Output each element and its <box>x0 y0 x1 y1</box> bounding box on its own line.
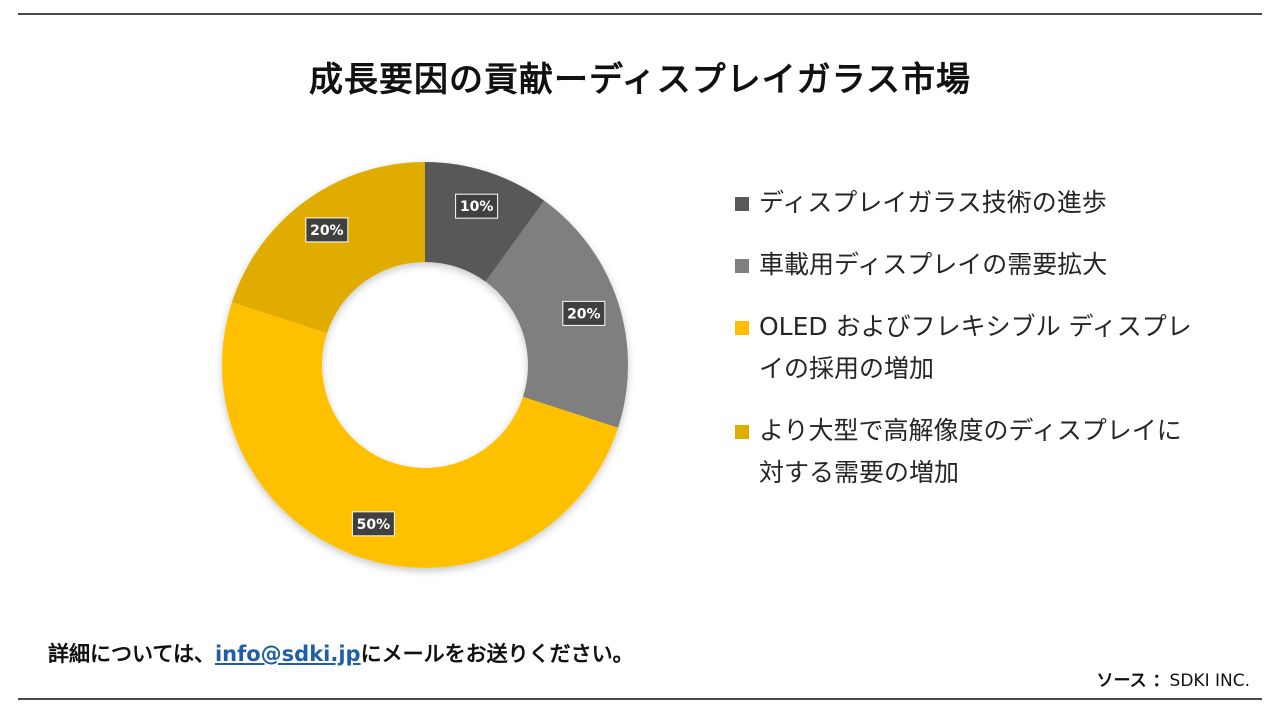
data-label-2: 20% <box>562 300 606 326</box>
data-label-text: 10% <box>460 199 494 215</box>
data-label-3: 50% <box>351 511 395 537</box>
legend-label: より大型で高解像度のディスプレイに対する需要の増加 <box>759 416 1182 487</box>
legend-label: 車載用ディスプレイの需要拡大 <box>759 250 1108 279</box>
legend-swatch <box>735 425 749 439</box>
bottom-rule <box>18 698 1262 700</box>
legend-item-2: 車載用ディスプレイの需要拡大 <box>735 244 1195 286</box>
legend-item-4: より大型で高解像度のディスプレイに対する需要の増加 <box>735 410 1195 494</box>
data-label-box <box>305 217 349 243</box>
donut-slices <box>222 162 628 568</box>
chart-legend: ディスプレイガラス技術の進歩 車載用ディスプレイの需要拡大 OLED およびフレキシ… <box>735 182 1195 494</box>
donut-slice-4 <box>231 162 425 334</box>
legend-label: OLED およびフレキシブル ディスプレイの採用の増加 <box>759 312 1192 383</box>
top-rule <box>18 13 1262 15</box>
legend-item-1: ディスプレイガラス技術の進歩 <box>735 182 1195 224</box>
data-label-text: 20% <box>310 223 344 239</box>
source-label: ソース ： <box>1096 671 1170 691</box>
data-labels: 10% 20% 50% 20% <box>305 193 606 537</box>
data-label-box <box>455 193 499 219</box>
data-label-text: 20% <box>567 306 601 322</box>
donut-slice-3 <box>222 302 619 568</box>
donut-chart: 10% 20% 50% 20% <box>222 162 628 568</box>
legend-item-3: OLED およびフレキシブル ディスプレイの採用の増加 <box>735 306 1195 390</box>
donut-slice-2 <box>485 200 628 428</box>
chart-title: 成長要因の貢献ーディスプレイガラス市場 <box>309 60 971 100</box>
data-label-box <box>562 300 606 326</box>
data-label-1: 10% <box>455 193 499 219</box>
legend-label: ディスプレイガラス技術の進歩 <box>759 188 1107 217</box>
data-label-4: 20% <box>305 217 349 243</box>
contact-email-link[interactable]: info@sdki.jp <box>214 642 361 666</box>
contact-prefix: 詳細については、 <box>48 642 215 666</box>
legend-swatch <box>735 259 749 273</box>
data-label-box <box>351 511 395 537</box>
contact-note: 詳細については、info@sdki.jpにメールをお送りください。 <box>48 638 634 668</box>
contact-suffix: にメールをお送りください。 <box>360 642 634 666</box>
data-label-text: 50% <box>357 517 391 533</box>
legend-swatch <box>735 321 749 335</box>
source-value: SDKI INC. <box>1169 671 1250 691</box>
donut-slice-1 <box>425 162 545 282</box>
legend-swatch <box>735 197 749 211</box>
source-credit: ソース ：SDKI INC. <box>1096 666 1250 691</box>
